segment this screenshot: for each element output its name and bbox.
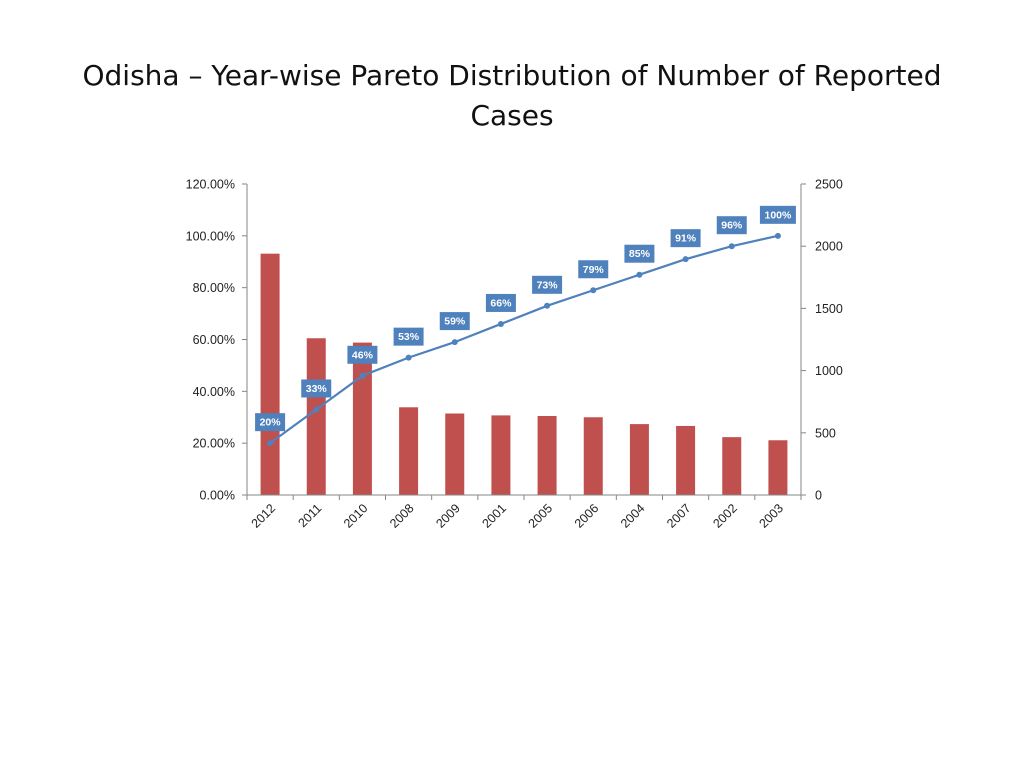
bar-2008 [399,407,419,495]
percent-label-box [670,229,701,248]
percent-label-box [255,413,286,432]
cumulative-point-2007 [682,256,689,263]
slide-title: Odisha – Year-wise Pareto Distribution o… [82,59,942,132]
left-tick-label: 80.00% [193,281,235,295]
percent-label-box [393,327,424,346]
left-tick-label: 60.00% [193,333,235,347]
category-label-2001: 2001 [479,501,509,531]
cumulative-point-2001 [497,320,504,327]
cumulative-line-series [267,232,781,447]
cumulative-point-2003 [774,232,781,239]
percent-label-box [532,275,563,294]
bar-series [260,253,788,495]
right-tick-label: 2000 [815,240,843,254]
category-label-2007: 2007 [664,501,694,531]
right-tick-label: 2500 [815,178,843,192]
cumulative-point-2006 [590,287,597,294]
percent-label-2012: 20% [260,417,282,429]
cumulative-point-2008 [405,354,412,361]
bar-2010 [352,342,372,495]
percent-label-2007: 91% [675,233,697,245]
percent-label-box [485,293,516,312]
percent-label-2008: 53% [398,331,420,343]
percent-label-2005: 73% [537,279,559,291]
cumulative-point-2011 [313,406,320,413]
left-tick-label: 40.00% [193,385,235,399]
percent-label-box [759,205,796,224]
cumulative-point-2005 [544,302,551,309]
right-tick-label: 500 [815,426,836,440]
percent-label-box [301,379,332,398]
left-tick-label: 100.00% [186,229,235,243]
cumulative-point-2012 [267,440,274,447]
cumulative-point-2009 [451,339,458,346]
percent-label-2004: 85% [629,248,651,260]
category-label-2011: 2011 [295,501,324,530]
cumulative-point-2002 [728,243,735,250]
left-tick-label: 20.00% [193,437,235,451]
category-label-2008: 2008 [387,501,417,531]
percent-label-2003: 100% [764,209,792,221]
bar-2012 [260,253,280,495]
percent-label-box [716,216,747,235]
category-label-2010: 2010 [341,501,371,531]
bar-2002 [722,437,742,495]
right-tick-label: 1000 [815,364,843,378]
cumulative-point-2004 [636,271,643,278]
percent-label-box [578,260,609,279]
cumulative-percent-labels: 20% 33% 46% 53% 59% 66% 73% 79% 85% 91% 96% 100% [255,205,796,432]
cumulative-point-2010 [359,372,366,379]
percent-label-2001: 66% [490,297,512,309]
percent-label-box [439,312,470,331]
percent-label-2010: 46% [352,349,374,361]
percent-label-2011: 33% [306,383,328,395]
right-tick-label: 1500 [815,302,843,316]
bar-2004 [629,424,649,495]
percent-label-2009: 59% [444,316,466,328]
bar-2005 [537,416,557,495]
right-tick-label: 0 [815,489,822,503]
category-label-2005: 2005 [526,501,556,531]
category-label-2012: 2012 [249,501,279,531]
percent-label-box [624,244,655,263]
percent-label-2002: 96% [721,220,743,232]
category-label-2004: 2004 [618,501,648,531]
percent-label-2006: 79% [583,264,605,276]
bar-2009 [445,413,465,495]
bar-2011 [306,338,326,495]
category-label-2009: 2009 [433,501,463,531]
bar-2006 [583,417,603,495]
bar-2001 [491,415,511,495]
bar-2003 [768,440,788,495]
cumulative-line [269,234,779,445]
left-tick-label: 120.00% [186,178,235,192]
category-label-2006: 2006 [572,501,602,531]
left-tick-label: 0.00% [200,489,235,503]
category-label-2002: 2002 [710,501,740,531]
category-label-2003: 2003 [756,501,786,531]
bar-2007 [676,425,696,495]
percent-label-box [347,345,378,364]
